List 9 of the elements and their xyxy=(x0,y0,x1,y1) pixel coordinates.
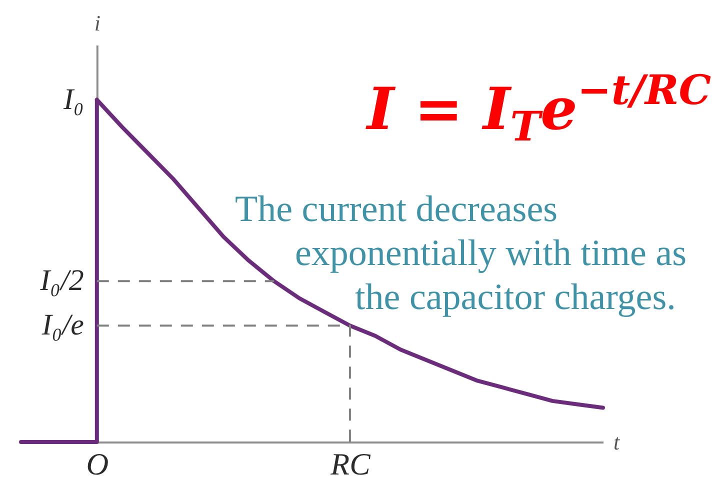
annotation: I₀ xyxy=(62,82,84,116)
annotation: The current decreases exponentially with time as the capacitor charges. xyxy=(235,188,686,320)
chart-title: I = I$_{T}$e$^{−t/RC}$ xyxy=(367,66,711,150)
y-axis-title: i xyxy=(94,10,100,36)
x-tick-label: O xyxy=(86,446,109,482)
annotation: I₀/2 xyxy=(39,264,84,298)
annotation: I₀/e xyxy=(40,308,84,342)
x-axis-title: t xyxy=(614,430,620,454)
x-tick-label: RC xyxy=(330,446,371,482)
